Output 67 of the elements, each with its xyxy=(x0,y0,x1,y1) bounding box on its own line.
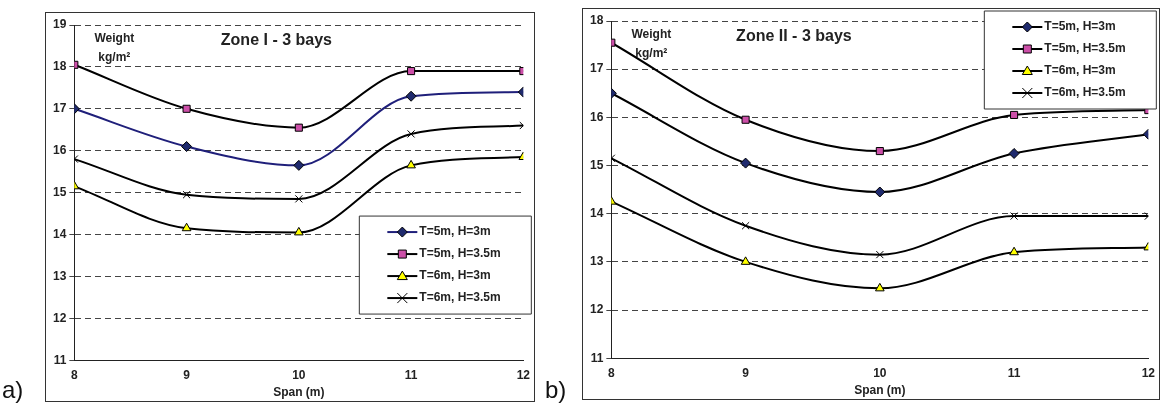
chart-title: Zone I - 3 bays xyxy=(220,31,333,49)
point xyxy=(406,159,416,169)
y-axis-title: Weight kg/m² xyxy=(631,27,672,61)
x-tick-label: 9 xyxy=(183,367,191,382)
point xyxy=(407,129,416,138)
x-tick-label: 8 xyxy=(71,367,78,382)
y-tick-label: 13 xyxy=(589,254,604,269)
text: b) xyxy=(545,376,567,404)
legend-label: T=6m, H=3m xyxy=(419,268,491,283)
x-axis-title: Span (m) xyxy=(854,383,906,398)
legend-label: T=6m, H=3.5m xyxy=(1044,85,1126,100)
point xyxy=(741,115,750,124)
point xyxy=(740,157,752,169)
y-tick-label: 12 xyxy=(52,310,67,325)
y-tick-label: 18 xyxy=(589,13,604,28)
point xyxy=(1010,212,1019,221)
x-axis-title: Span (m) xyxy=(273,385,325,400)
y-tick-label: 14 xyxy=(589,206,604,220)
y-tick-label: 11 xyxy=(53,352,67,367)
y-tick-label: 14 xyxy=(52,226,67,241)
y-tick-label: 19 xyxy=(52,17,67,32)
point xyxy=(294,123,303,132)
y-tick-label: 17 xyxy=(52,101,67,116)
y-tick-label: 15 xyxy=(52,184,67,199)
point xyxy=(182,104,191,113)
point xyxy=(405,90,417,102)
legend-label: T=5m, H=3.5m xyxy=(419,246,501,261)
y-tick-label: 16 xyxy=(52,143,67,158)
x-tick-label: 8 xyxy=(608,365,615,380)
point xyxy=(741,221,750,230)
x-tick-label: 11 xyxy=(1007,365,1021,380)
point xyxy=(875,147,884,156)
legend-label: T=6m, H=3.5m xyxy=(419,290,501,305)
legend-label: T=6m, H=3m xyxy=(1044,63,1116,78)
x-tick-label: 9 xyxy=(742,365,750,380)
point xyxy=(875,250,884,259)
y-tick-label: 15 xyxy=(589,157,604,172)
x-tick-label: 10 xyxy=(292,367,306,382)
point xyxy=(181,222,192,232)
point xyxy=(875,282,885,292)
y-tick-label: 13 xyxy=(52,268,67,283)
point xyxy=(294,194,303,203)
x-tick-label: 12 xyxy=(1141,365,1156,380)
y-axis-title: Weight kg/m² xyxy=(94,31,135,65)
point xyxy=(740,256,751,265)
legend-label: T=5m, H=3m xyxy=(1044,19,1116,34)
y-tick-label: 11 xyxy=(590,350,604,365)
y-tick-label: 16 xyxy=(589,109,604,124)
point xyxy=(1008,147,1020,159)
chart-title: Zone II - 3 bays xyxy=(736,27,852,45)
x-tick-label: 11 xyxy=(404,367,418,382)
point xyxy=(293,159,305,171)
point xyxy=(1009,246,1019,256)
legend-label: T=5m, H=3m xyxy=(419,224,491,239)
point xyxy=(874,186,886,198)
text: a) xyxy=(2,376,24,404)
point xyxy=(294,226,304,236)
point xyxy=(181,141,193,153)
x-tick-label: 10 xyxy=(873,365,887,380)
x-tick-label: 12 xyxy=(516,367,531,382)
y-tick-label: 18 xyxy=(52,59,67,74)
legend-label: T=5m, H=3.5m xyxy=(1044,41,1126,56)
y-tick-label: 12 xyxy=(589,302,604,317)
point xyxy=(407,67,416,76)
point xyxy=(182,190,191,199)
point xyxy=(1010,110,1019,119)
y-tick-label: 17 xyxy=(589,61,604,76)
